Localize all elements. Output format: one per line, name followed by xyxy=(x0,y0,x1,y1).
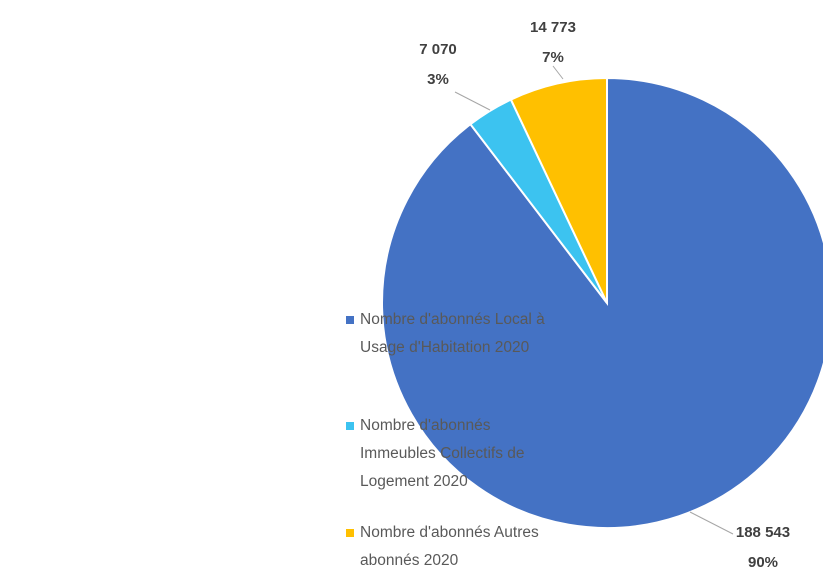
leader-line xyxy=(689,511,734,535)
legend-swatch xyxy=(346,422,354,430)
legend-item: Nombre d'abonnés Immeubles Collectifs de… xyxy=(346,412,550,496)
legend-label: Nombre d'abonnés Immeubles Collectifs de… xyxy=(360,417,525,490)
legend-item: Nombre d'abonnés Local à Usage d'Habitat… xyxy=(346,306,550,362)
data-label-percent: 7% xyxy=(542,49,564,66)
legend-item: Nombre d'abonnés Autres abonnés 2020 xyxy=(346,519,550,575)
data-label-percent: 90% xyxy=(748,554,778,571)
pie-slice xyxy=(381,76,823,529)
legend-swatch xyxy=(346,529,354,537)
leader-line xyxy=(454,91,491,111)
data-label: 188 543 xyxy=(736,524,790,541)
legend-label: Nombre d'abonnés Autres abonnés 2020 xyxy=(360,524,539,569)
data-label-percent: 3% xyxy=(427,71,449,88)
pie-slice xyxy=(509,76,608,304)
data-label: 7 070 xyxy=(419,41,457,58)
data-label: 14 773 xyxy=(530,19,576,36)
leader-line xyxy=(552,65,564,80)
legend-swatch xyxy=(346,316,354,324)
legend-label: Nombre d'abonnés Local à Usage d'Habitat… xyxy=(360,311,545,356)
